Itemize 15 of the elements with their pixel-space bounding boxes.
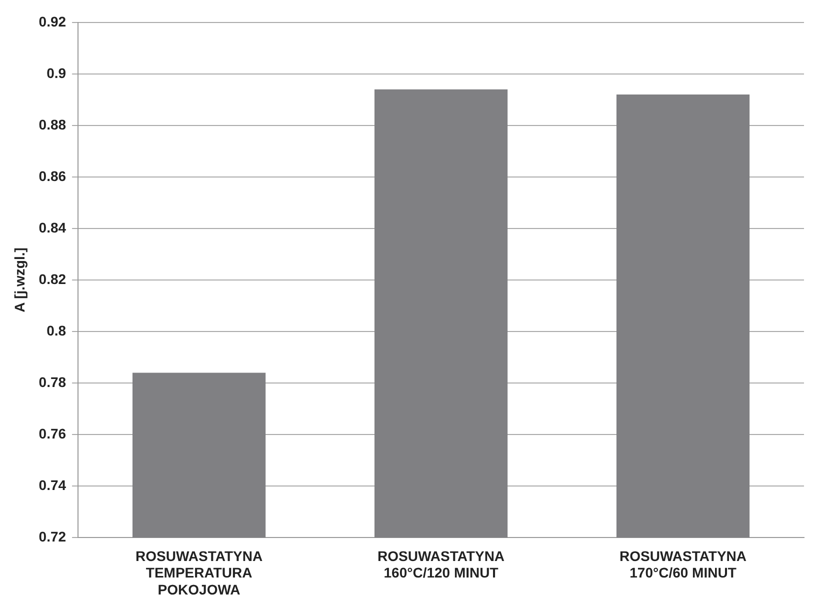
y-tick-label: 0.84 (38, 219, 66, 236)
y-tick-label: 0.78 (38, 374, 66, 390)
x-tick-label: ROSUWASTATYNA 160°C/120 MINUT (378, 548, 505, 581)
y-tick-label: 0.72 (38, 528, 66, 544)
y-tick-label: 0.76 (38, 425, 66, 442)
y-tick-label: 0.82 (38, 270, 66, 287)
y-tick-label: 0.8 (46, 322, 66, 338)
y-axis-title: A [j.wzgl.] (11, 248, 28, 312)
x-tick-label: ROSUWASTATYNA 170°C/60 MINUT (619, 548, 747, 581)
x-tick-label: ROSUWASTATYNA TEMPERATURA POKOJOWA (136, 548, 263, 598)
y-tick-label: 0.92 (38, 13, 66, 30)
y-tick-label: 0.88 (38, 116, 66, 132)
y-tick-label: 0.74 (38, 476, 66, 493)
y-tick-label: 0.9 (46, 64, 66, 81)
y-tick-label: 0.86 (38, 168, 66, 184)
